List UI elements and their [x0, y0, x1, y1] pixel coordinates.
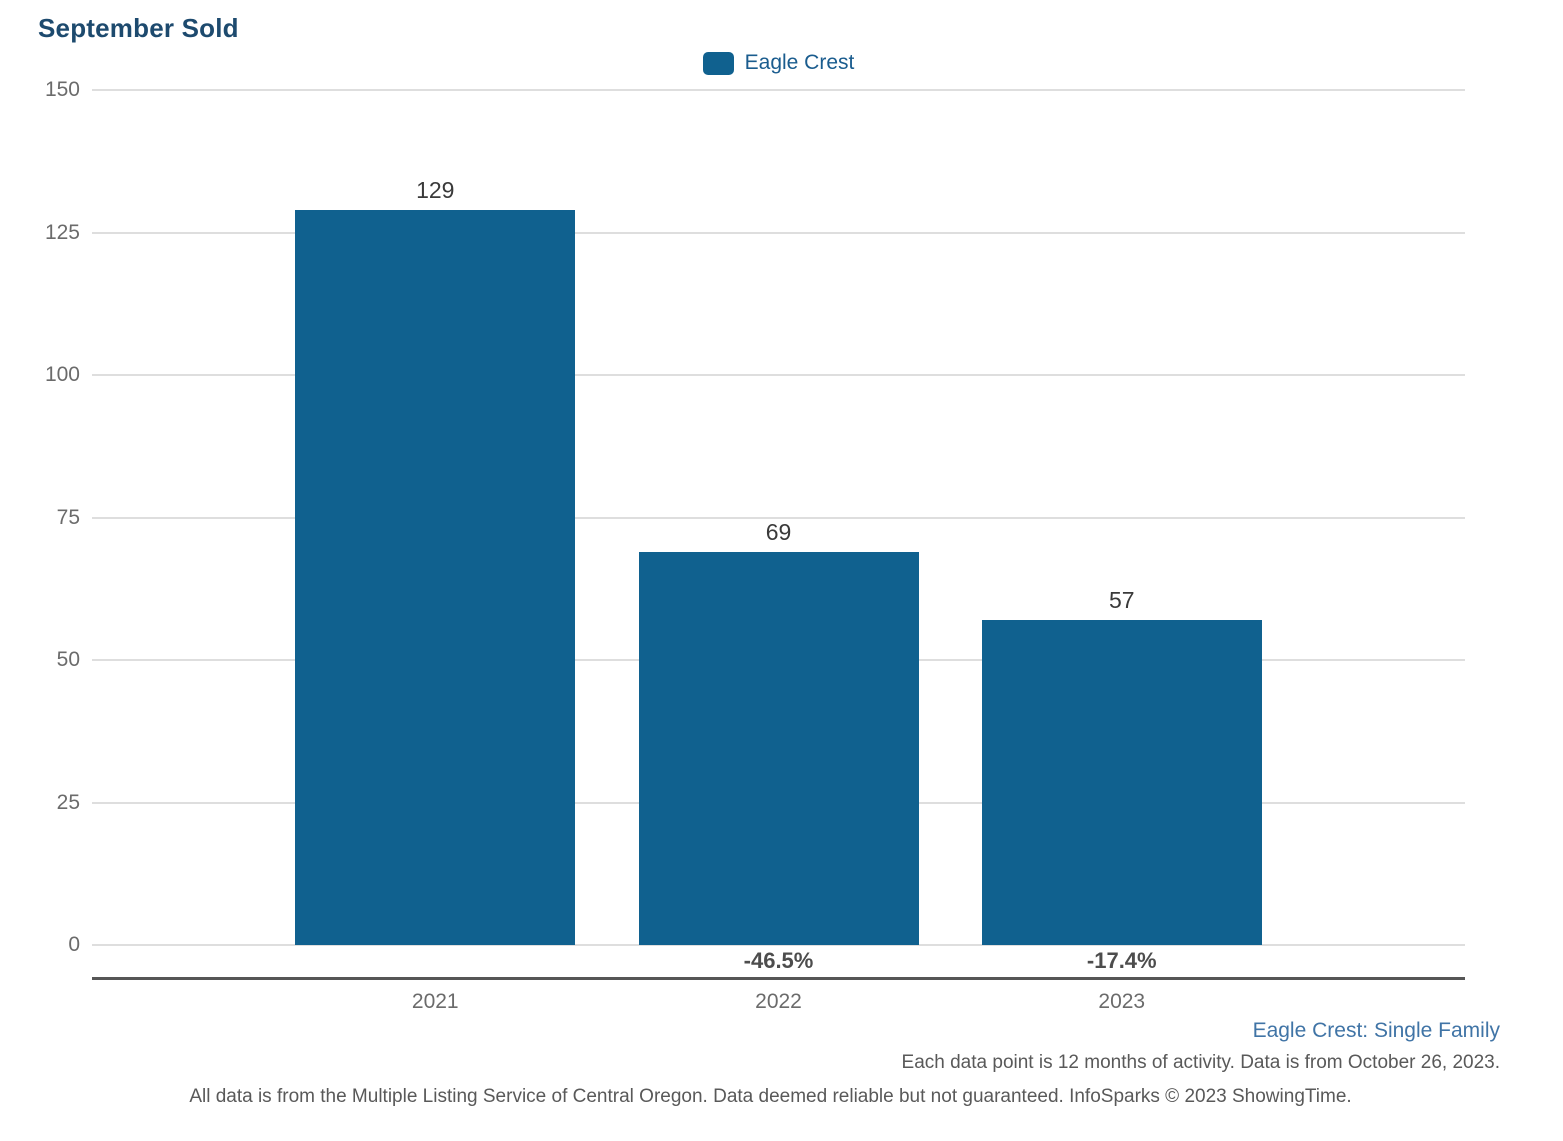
gridline-150 [92, 89, 1465, 91]
footer-series-note: Eagle Crest: Single Family [1252, 1019, 1500, 1042]
x-tick-label-2023: 2023 [1098, 990, 1146, 1013]
bar-value-label-2021: 129 [416, 176, 455, 203]
bar-value-label-2023: 57 [1108, 587, 1135, 614]
footer-data-note: Each data point is 12 months of activity… [901, 1052, 1500, 1073]
pct-change-label-2023: -17.4% [1086, 948, 1157, 973]
bar-value-label-2022: 69 [765, 518, 792, 545]
legend-swatch-icon [702, 51, 734, 75]
bar-2022[interactable] [638, 551, 919, 945]
gridline-100 [92, 374, 1465, 376]
chart-title: September Sold [38, 13, 239, 43]
bar-2023[interactable] [981, 620, 1262, 945]
legend[interactable]: Eagle Crest [92, 51, 1465, 75]
pct-change-label-2022: -46.5% [743, 948, 814, 973]
x-tick-label-2022: 2022 [755, 990, 802, 1013]
x-tick-label-2021: 2021 [411, 990, 459, 1013]
y-tick-label-125: 125 [44, 220, 80, 244]
gridline-75 [92, 516, 1465, 519]
legend-label: Eagle Crest [744, 51, 855, 74]
x-axis-line [92, 977, 1465, 980]
gridline-0 [92, 944, 1465, 946]
y-tick-label-0: 0 [68, 933, 80, 956]
gridline-125 [92, 231, 1465, 234]
y-tick-label-50: 50 [56, 648, 80, 671]
y-tick-label-25: 25 [56, 790, 80, 814]
bar-2021[interactable] [295, 209, 576, 945]
y-tick-label-150: 150 [44, 78, 80, 101]
y-tick-label-75: 75 [56, 505, 80, 529]
footer-disclaimer: All data is from the Multiple Listing Se… [189, 1086, 1352, 1107]
y-tick-label-100: 100 [44, 363, 80, 386]
plot-area: 129 69 57 [92, 89, 1465, 946]
